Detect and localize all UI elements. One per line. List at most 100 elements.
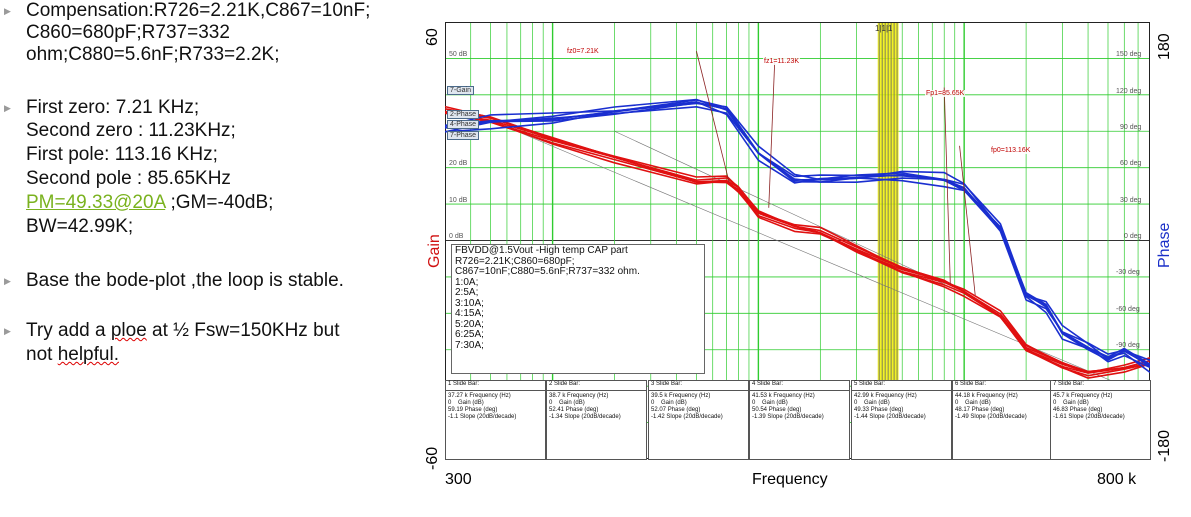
slide-bar-slope-row: -1.34 Slope (20dB/decade) bbox=[547, 414, 646, 421]
grid-label-60deg: 60 deg bbox=[1120, 160, 1142, 167]
slide-bar-phase-row: 52.41 Phase (deg) bbox=[547, 407, 646, 414]
slide-bar-gain-label: Gain (dB) bbox=[864, 400, 890, 406]
slide-bar-freq-label: Frequency (Hz) bbox=[976, 393, 1018, 399]
grid-label-150deg: 150 deg bbox=[1116, 51, 1142, 58]
annotation-fp1: Fp1=85.65K bbox=[925, 90, 966, 97]
grid-label-0deg: 0 deg bbox=[1124, 233, 1142, 240]
slide-bar-gain-row: 0 Gain (dB) bbox=[750, 400, 849, 407]
notes-panel: ▶ Compensation:R726=2.21K,C867=10nF; C86… bbox=[0, 0, 440, 517]
phase-curve-5 bbox=[445, 106, 1150, 369]
slide-bar-gain-label: Gain (dB) bbox=[661, 400, 687, 406]
info-load-25a: 6:25A; bbox=[455, 329, 484, 340]
slide-bar-phase-value: 49.33 bbox=[854, 407, 870, 413]
slide-bar-slope-label: Slope (20dB/decade) bbox=[564, 414, 621, 420]
slide-bar-slope-value: -1.34 bbox=[549, 414, 563, 420]
slide-bar-title: 2 Slide Bar: bbox=[547, 381, 646, 391]
slide-bar-phase-label: Phase (deg) bbox=[1069, 407, 1103, 413]
slide-bar-phase-value: 52.41 bbox=[549, 407, 565, 413]
slide-bar-slope-label: Slope (20dB/decade) bbox=[970, 414, 1027, 420]
slide-bar-phase-value: 59.19 bbox=[448, 407, 464, 413]
fp1-leader bbox=[943, 87, 951, 285]
slide-bar-freq-row: 45.7 k Frequency (Hz) bbox=[1051, 393, 1150, 400]
compensation-line-1: Compensation:R726=2.21K,C867=10nF; bbox=[26, 0, 371, 21]
compensation-line-3: ohm;C880=5.6nF;R733=2.2K; bbox=[26, 44, 280, 65]
slide-bar-slope-row: -1.44 Slope (20dB/decade) bbox=[852, 414, 951, 421]
x-max-tick: 800 k bbox=[1097, 471, 1137, 488]
annotation-fz1: fz1=11.23K bbox=[763, 58, 801, 65]
info-line: C867=10nF;C880=5.6nF;R737=332 ohm. bbox=[455, 266, 640, 277]
y-right-top-tick: 180 bbox=[1156, 33, 1173, 60]
legend-phase-2: 2-Phase bbox=[447, 110, 480, 119]
try-line-1: Try add a ploe at ½ Fsw=150KHz but bbox=[26, 320, 340, 342]
slide-bar-freq-row: 39.5 k Frequency (Hz) bbox=[649, 393, 748, 400]
annotation-fp0: fp0=113.16K bbox=[990, 147, 1032, 154]
slide-bar-slope-label: Slope (20dB/decade) bbox=[767, 414, 824, 420]
slide-bar-gain-value: 0 bbox=[955, 400, 959, 406]
top-marker-label: 1|1|1 bbox=[875, 24, 893, 33]
x-axis-label: Frequency bbox=[752, 471, 828, 488]
slide-bar-4[interactable]: 4 Slide Bar: 41.53 k Frequency (Hz) 0 Gain… bbox=[749, 380, 850, 460]
slide-bar-gain-value: 0 bbox=[1053, 400, 1057, 406]
slide-bar-gain-row: 0 Gain (dB) bbox=[547, 400, 646, 407]
slide-bar-freq-value: 37.27 k bbox=[448, 393, 468, 399]
phase-curve-3 bbox=[445, 98, 1150, 368]
slide-bar-phase-value: 50.54 bbox=[752, 407, 768, 413]
slide-bar-3[interactable]: 3 Slide Bar: 39.5 k Frequency (Hz) 0 Gain … bbox=[648, 380, 749, 460]
slide-bar-freq-value: 38.7 k bbox=[549, 393, 566, 399]
slide-bar-gain-row: 0 Gain (dB) bbox=[852, 400, 951, 407]
slide-bar-2[interactable]: 2 Slide Bar: 38.7 k Frequency (Hz) 0 Gain … bbox=[546, 380, 647, 460]
slide-bar-phase-row: 50.54 Phase (deg) bbox=[750, 407, 849, 414]
slide-bar-gain-label: Gain (dB) bbox=[762, 400, 788, 406]
slide-bar-gain-label: Gain (dB) bbox=[965, 400, 991, 406]
slide-bar-phase-row: 46.83 Phase (deg) bbox=[1051, 407, 1150, 414]
slide-bar-freq-label: Frequency (Hz) bbox=[669, 393, 711, 399]
slide-bar-freq-value: 42.99 k bbox=[854, 393, 874, 399]
info-load-15a: 4:15A; bbox=[455, 308, 484, 319]
slide-bar-phase-label: Phase (deg) bbox=[464, 407, 498, 413]
slide-bar-freq-row: 44.18 k Frequency (Hz) bbox=[953, 393, 1052, 400]
try-text-c: at ½ Fsw=150KHz but bbox=[146, 320, 340, 341]
info-title: FBVDD@1.5Vout -High temp CAP part bbox=[455, 245, 628, 256]
slide-bar-7[interactable]: 7 Slide Bar: 45.7 k Frequency (Hz) 0 Gain … bbox=[1050, 380, 1151, 460]
slide-bar-freq-value: 41.53 k bbox=[752, 393, 772, 399]
slide-bar-freq-label: Frequency (Hz) bbox=[469, 393, 511, 399]
slide-bar-freq-label: Frequency (Hz) bbox=[1071, 393, 1113, 399]
slide-bar-slope-value: -1.49 bbox=[955, 414, 969, 420]
bullet: ▶ bbox=[4, 326, 11, 336]
grid-label-20db: 20 dB bbox=[449, 160, 468, 167]
slide-bar-gain-row: 0 Gain (dB) bbox=[446, 400, 545, 407]
slide-bar-slope-row: -1.39 Slope (20dB/decade) bbox=[750, 414, 849, 421]
slide-bar-1[interactable]: 1 Slide Bar: 37.27 k Frequency (Hz) 0 Gain… bbox=[445, 380, 546, 460]
grid-label-50db: 50 dB bbox=[449, 51, 468, 58]
slide-bar-gain-label: Gain (dB) bbox=[458, 400, 484, 406]
slide-bar-title: 3 Slide Bar: bbox=[649, 381, 748, 391]
phase-margin-link[interactable]: PM=49.33@20A bbox=[26, 192, 166, 213]
bullet: ▶ bbox=[4, 276, 11, 286]
slide-bar-phase-label: Phase (deg) bbox=[971, 407, 1005, 413]
slide-bar-gain-row: 0 Gain (dB) bbox=[953, 400, 1052, 407]
slide-bar-freq-row: 41.53 k Frequency (Hz) bbox=[750, 393, 849, 400]
slide-bar-5[interactable]: 5 Slide Bar: 42.99 k Frequency (Hz) 0 Gain… bbox=[851, 380, 952, 460]
phase-curve-7 bbox=[445, 101, 1150, 374]
gain-curve-7 bbox=[445, 111, 1150, 379]
legend-phase-7: 7-Phase bbox=[447, 131, 480, 140]
slide-bar-title: 7 Slide Bar: bbox=[1051, 381, 1150, 391]
slide-bar-slope-label: Slope (20dB/decade) bbox=[666, 414, 723, 420]
bullet: ▶ bbox=[4, 103, 11, 113]
y-left-top-tick: 60 bbox=[424, 28, 441, 46]
slide-bar-6[interactable]: 6 Slide Bar: 44.18 k Frequency (Hz) 0 Gain… bbox=[952, 380, 1053, 460]
first-zero-line: First zero: 7.21 KHz; bbox=[26, 97, 200, 118]
slide-bar-gain-row: 0 Gain (dB) bbox=[1051, 400, 1150, 407]
slide-bar-phase-label: Phase (deg) bbox=[768, 407, 802, 413]
y-right-label: Phase bbox=[1156, 222, 1173, 268]
slide-bar-phase-label: Phase (deg) bbox=[870, 407, 904, 413]
plot-info-box: FBVDD@1.5Vout -High temp CAP part R726=2… bbox=[451, 244, 705, 374]
slide-bar-slope-label: Slope (20dB/decade) bbox=[869, 414, 926, 420]
slide-bar-gain-row: 0 Gain (dB) bbox=[649, 400, 748, 407]
y-left-label: Gain bbox=[426, 234, 443, 268]
info-load-30a: 7:30A; bbox=[455, 339, 484, 351]
slide-bar-slope-label: Slope (20dB/decade) bbox=[460, 414, 517, 420]
slide-bar-freq-row: 42.99 k Frequency (Hz) bbox=[852, 393, 951, 400]
info-load-20a: 5:20A; bbox=[455, 318, 484, 330]
info-load-10a: 3:10A; bbox=[455, 297, 484, 309]
